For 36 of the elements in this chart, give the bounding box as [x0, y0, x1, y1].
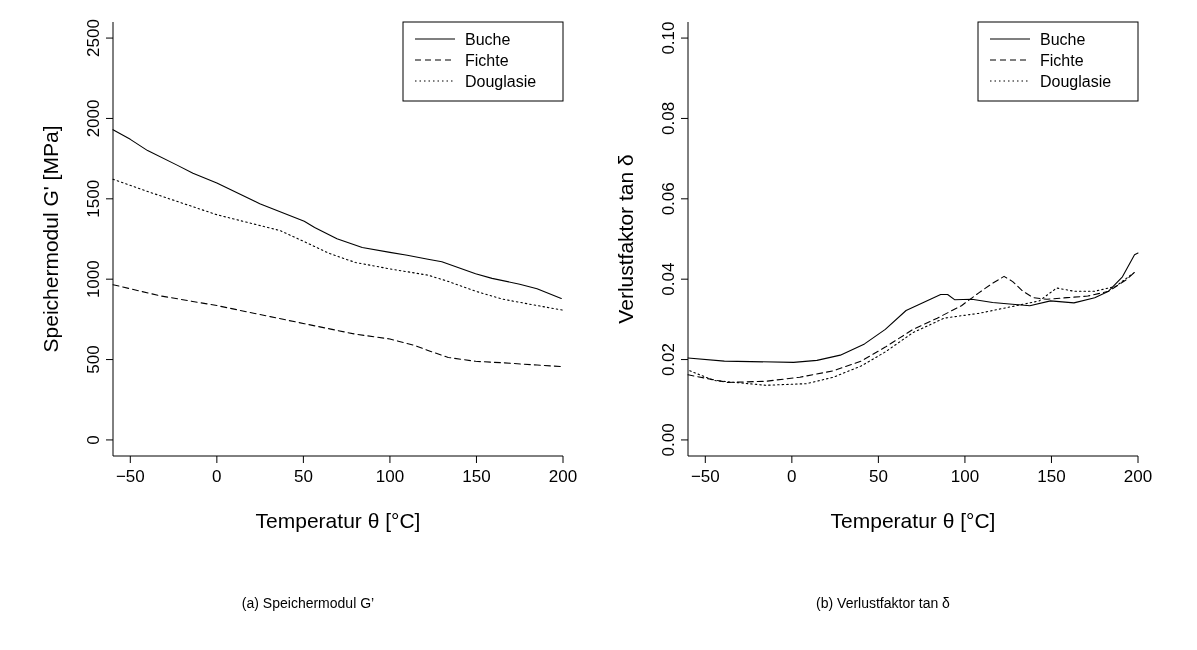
y-tick-label: 0 [84, 435, 103, 445]
y-axis-title: Verlustfaktor tan δ [614, 154, 637, 324]
y-tick-label: 1000 [84, 260, 103, 299]
x-tick-label: 100 [950, 467, 980, 486]
x-tick-label: 150 [1037, 467, 1066, 486]
y-tick-label: 1500 [84, 179, 103, 218]
x-axis-title: Temperatur θ [°C] [830, 509, 996, 532]
text: (a) Speichermodul G’ [241, 595, 375, 611]
legend-label: Douglasie [1040, 73, 1112, 90]
text: (b) Verlustfaktor tan δ [816, 595, 951, 611]
x-tick-label: −50 [690, 467, 720, 486]
x-tick-label: 0 [787, 467, 797, 486]
y-tick-label: 2500 [84, 19, 103, 57]
legend-label: Fichte [1040, 52, 1084, 69]
x-axis-title: Temperatur θ [°C] [255, 509, 421, 532]
y-tick-label: 0.04 [659, 262, 678, 296]
y-tick-label: 0.10 [659, 21, 678, 55]
x-tick-label: 100 [375, 467, 405, 486]
y-axis-title: Speichermodul G' [MPa] [39, 125, 62, 353]
y-tick-label: 0.06 [659, 182, 678, 216]
x-tick-label: 50 [868, 467, 888, 486]
y-tick-label: 0.00 [659, 423, 678, 457]
x-tick-label: 200 [548, 467, 578, 486]
y-tick-label: 0.08 [659, 101, 678, 135]
y-tick-label: 500 [84, 345, 103, 374]
x-tick-label: −50 [115, 467, 145, 486]
x-tick-label: 150 [462, 467, 491, 486]
legend-label: Douglasie [465, 73, 537, 90]
x-tick-label: 50 [293, 467, 313, 486]
legend-label: Fichte [465, 52, 509, 69]
y-tick-label: 0.02 [659, 343, 678, 377]
legend-label: Buche [465, 31, 511, 48]
legend-label: Buche [1040, 31, 1086, 48]
x-tick-label: 0 [212, 467, 222, 486]
x-tick-label: 200 [1123, 467, 1153, 486]
y-tick-label: 2000 [84, 99, 103, 138]
